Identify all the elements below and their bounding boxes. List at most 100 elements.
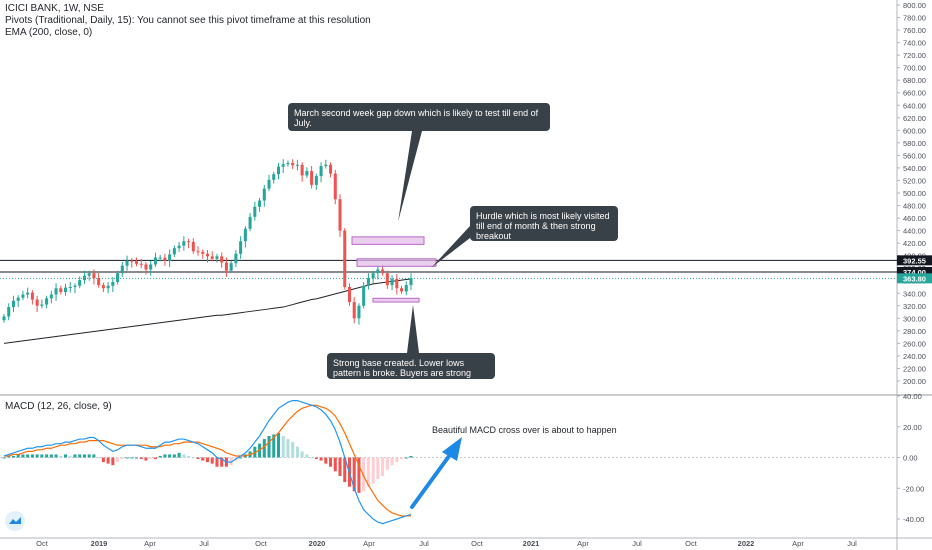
macd-histogram-bar — [319, 457, 323, 461]
macd-cross-note-text: Beautiful MACD cross over is about to ha… — [432, 425, 617, 435]
candle-body — [310, 171, 314, 185]
symbol-title[interactable]: ICICI BANK, 1W, NSE — [5, 3, 104, 14]
macd-histogram-bar — [35, 454, 39, 458]
macd-histogram-bar — [120, 457, 124, 460]
price-axis-tick-label: 320.00 — [903, 302, 926, 311]
price-axis-tick-label: 800.00 — [903, 1, 926, 10]
macd-axis-tick-label: 0.00 — [903, 454, 918, 463]
candle-body — [116, 273, 120, 282]
macd-histogram-bar — [7, 455, 11, 458]
macd-signal-line — [4, 404, 411, 517]
candle-body — [347, 287, 351, 303]
macd-histogram-bar — [371, 457, 375, 484]
macd-axis-tick-label: -40.00 — [903, 515, 924, 524]
macd-histogram-bar — [201, 457, 205, 461]
macd-histogram-bar — [295, 446, 299, 458]
ema-200-line — [3, 278, 412, 344]
tradingview-logo-icon[interactable] — [5, 511, 25, 531]
macd-histogram-bar — [106, 457, 110, 464]
candle-body — [395, 278, 399, 289]
annotation-zone — [351, 236, 425, 245]
candle-body — [262, 188, 266, 201]
tradingview-logo-glyph — [9, 517, 21, 524]
candle-body — [343, 230, 347, 287]
callout-march-gap[interactable]: March second week gap down which is like… — [288, 103, 550, 131]
macd-histogram-bar — [281, 435, 285, 458]
candle-body — [248, 216, 252, 229]
last-price-tag — [897, 273, 932, 284]
pivots-legend[interactable]: Pivots (Traditional, Daily, 15): You can… — [5, 15, 371, 26]
candle-body — [30, 292, 34, 300]
candle-body — [390, 278, 394, 286]
macd-histogram-bar — [182, 454, 186, 458]
horizontal-level-label: 392.55 — [903, 256, 926, 265]
macd-histogram-bar — [338, 457, 342, 476]
macd-histogram-bar — [253, 446, 257, 458]
candle-body — [101, 285, 105, 289]
macd-histogram-bar — [343, 457, 347, 483]
candle-body — [78, 280, 82, 286]
candle-body — [16, 297, 20, 301]
candle-body — [111, 281, 115, 286]
candle-body — [177, 245, 181, 249]
candle-body — [139, 263, 143, 265]
macd-histogram-bar — [381, 457, 385, 476]
price-axis-tick-label: 240.00 — [903, 352, 926, 361]
macd-histogram-bar — [205, 457, 210, 463]
macd-cross-note[interactable]: Beautiful MACD cross over is about to ha… — [432, 425, 617, 435]
price-axis-tick-label: 540.00 — [903, 164, 926, 173]
macd-legend[interactable]: MACD (12, 26, close, 9) — [5, 401, 112, 413]
candle-body — [35, 299, 39, 306]
macd-histogram-bar — [87, 454, 91, 458]
candle-body — [300, 164, 304, 176]
macd-histogram-bar — [45, 454, 49, 458]
macd-histogram-bar — [366, 457, 370, 487]
time-axis-label: Jul — [847, 539, 857, 548]
macd-legend-label: MACD (12, 26, close, 9) — [5, 401, 112, 412]
candle-body — [376, 269, 380, 274]
ema-legend[interactable]: EMA (200, close, 0) — [5, 27, 93, 38]
price-axis-tick-label: 200.00 — [903, 377, 926, 386]
macd-histogram-bar — [26, 454, 30, 458]
price-axis-tick-label: 580.00 — [903, 139, 926, 148]
candle-body — [40, 304, 44, 306]
macd-histogram-bar — [310, 457, 314, 459]
macd-histogram-bar — [92, 454, 96, 458]
candle-body — [324, 164, 328, 167]
callout-strong-base[interactable]: Strong base created. Lower lows pattern … — [327, 353, 495, 388]
candle-body — [243, 228, 247, 242]
macd-histogram-bar — [286, 439, 290, 458]
price-axis-tick-label: 680.00 — [903, 76, 926, 85]
candle-body — [239, 241, 243, 254]
price-axis-tick-label: 460.00 — [903, 214, 926, 223]
candle-body — [400, 288, 404, 292]
macd-histogram-bar — [144, 457, 148, 461]
macd-histogram-bar — [395, 457, 399, 463]
candle-body — [130, 260, 134, 262]
macd-histogram-bar — [30, 454, 34, 458]
price-axis-tick-label: 480.00 — [903, 202, 926, 211]
candle-body — [286, 162, 290, 165]
macd-histogram-bar — [11, 455, 15, 458]
time-axis-label: 2019 — [91, 539, 108, 548]
time-axis-label: 2022 — [738, 539, 755, 548]
macd-histogram-bar — [324, 457, 328, 464]
price-axis-tick-label: 660.00 — [903, 89, 926, 98]
macd-histogram-bar — [362, 457, 366, 492]
macd-histogram-bar — [220, 457, 224, 467]
macd-histogram-bar — [64, 454, 68, 458]
annotation-zone — [372, 297, 420, 303]
price-axis-tick-label: 720.00 — [903, 51, 926, 60]
candle-body — [220, 256, 224, 263]
price-axis-tick-label: 620.00 — [903, 114, 926, 123]
candle-body — [305, 171, 309, 176]
macd-histogram-bar — [385, 457, 389, 470]
candle-body — [366, 278, 370, 286]
candle-body — [2, 316, 6, 321]
callout-hurdle[interactable]: Hurdle which is most likely visited till… — [470, 206, 618, 241]
macd-line — [3, 400, 412, 525]
candle-body — [158, 257, 162, 259]
macd-histogram-bar — [305, 454, 309, 458]
candle-body — [201, 251, 205, 254]
